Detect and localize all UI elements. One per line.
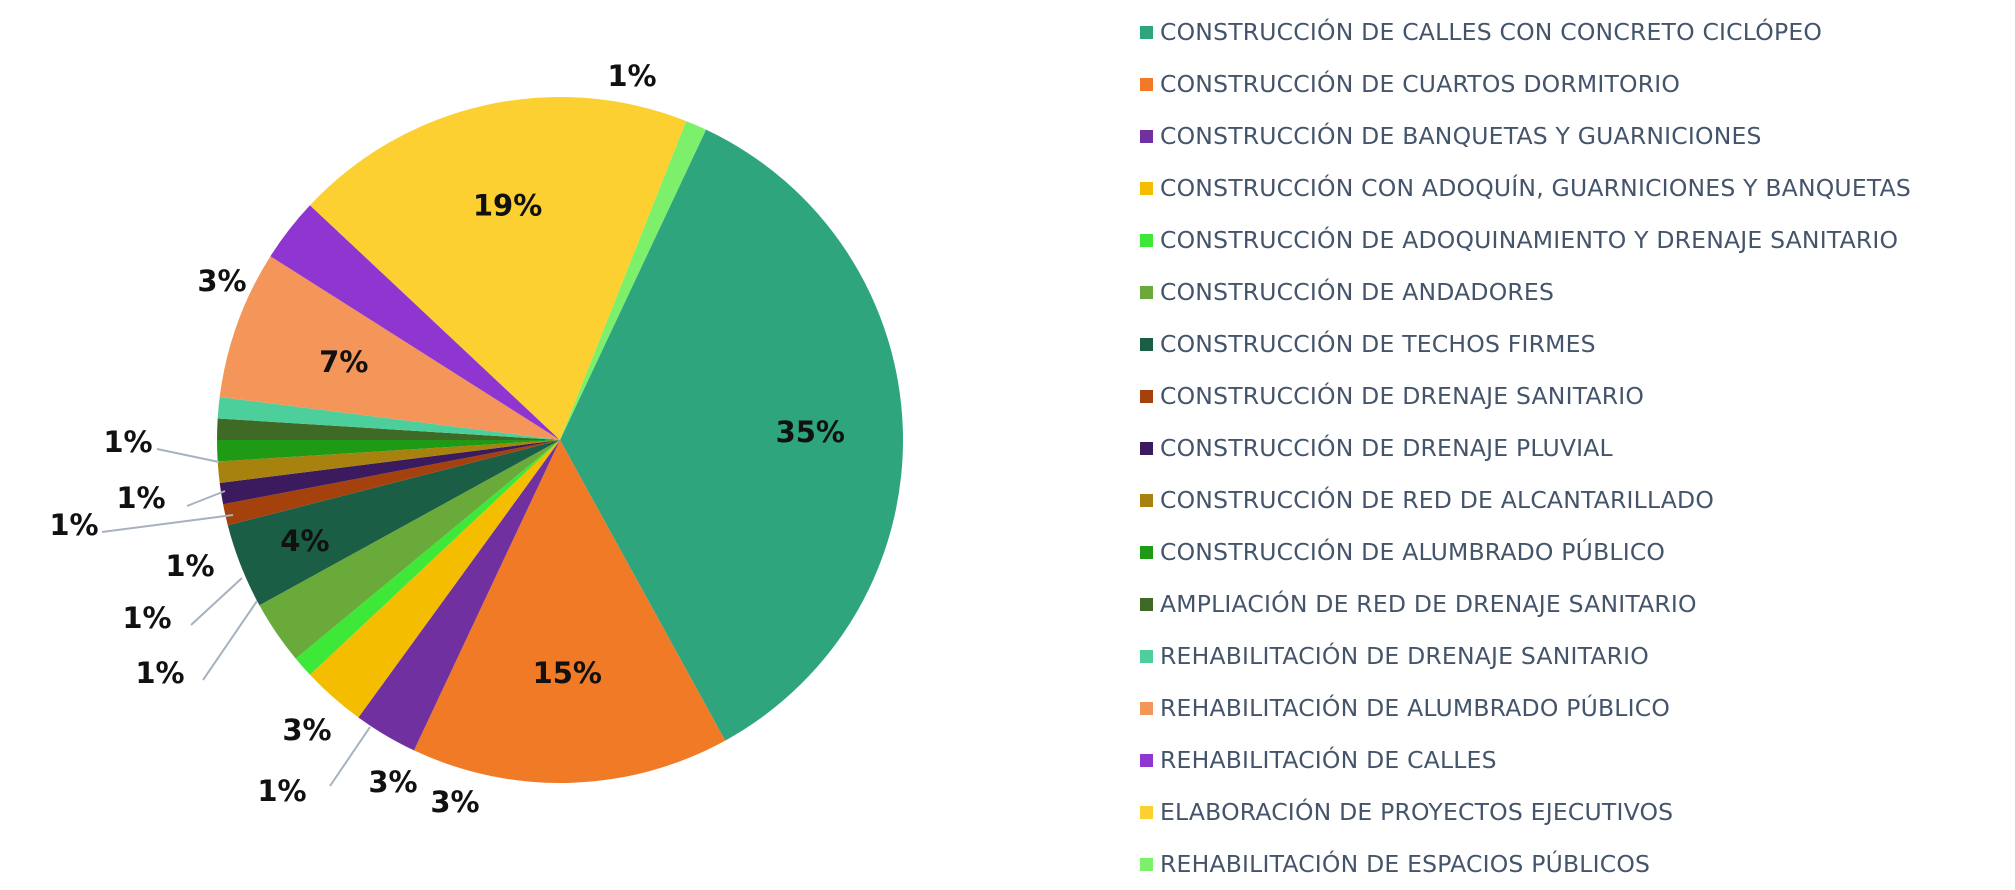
legend-item: CONSTRUCCIÓN DE ANDADORES	[1140, 266, 2010, 318]
data-label: 1%	[257, 774, 306, 808]
pie-slice	[217, 397, 560, 440]
legend-label: CONSTRUCCIÓN DE DRENAJE PLUVIAL	[1160, 434, 1613, 462]
legend-swatch	[1140, 753, 1153, 767]
legend-label: CONSTRUCCIÓN DE ADOQUINAMIENTO Y DRENAJE…	[1160, 226, 1899, 254]
legend-swatch	[1140, 25, 1153, 39]
pie-slice	[309, 97, 687, 441]
data-label: 1%	[165, 549, 214, 583]
pie-slice	[560, 121, 707, 440]
legend-item: CONSTRUCCIÓN DE RED DE ALCANTARILLADO	[1140, 474, 2010, 526]
legend-swatch	[1140, 701, 1153, 715]
data-label: 15%	[533, 656, 602, 690]
pie-slice	[560, 129, 903, 741]
legend-label: CONSTRUCCIÓN DE CUARTOS DORMITORIO	[1160, 70, 1681, 98]
legend-label: CONSTRUCCIÓN DE DRENAJE SANITARIO	[1160, 382, 1645, 410]
data-label: 1%	[135, 656, 184, 690]
data-label: 35%	[776, 415, 845, 449]
pie-slices	[217, 97, 903, 783]
pie-slice	[309, 440, 560, 718]
legend-item: CONSTRUCCIÓN DE DRENAJE SANITARIO	[1140, 370, 2010, 422]
leader-line	[202, 600, 258, 681]
data-label: 4%	[280, 524, 329, 558]
legend-swatch	[1140, 649, 1153, 663]
pie-slice	[413, 440, 726, 783]
legend-swatch	[1140, 77, 1153, 91]
legend-label: CONSTRUCCIÓN DE TECHOS FIRMES	[1160, 330, 1596, 358]
legend-item: REHABILITACIÓN DE ALUMBRADO PÚBLICO	[1140, 682, 2010, 734]
leader-lines	[101, 448, 371, 787]
legend-label: CONSTRUCCIÓN DE BANQUETAS Y GUARNICIONES	[1160, 122, 1762, 150]
data-label: 1%	[49, 508, 98, 542]
legend-item: CONSTRUCCIÓN DE BANQUETAS Y GUARNICIONES	[1140, 110, 2010, 162]
legend-item: CONSTRUCCIÓN DE TECHOS FIRMES	[1140, 318, 2010, 370]
legend-item: REHABILITACIÓN DE DRENAJE SANITARIO	[1140, 630, 2010, 682]
legend-item: REHABILITACIÓN DE ESPACIOS PÚBLICOS	[1140, 838, 2010, 890]
leader-line	[186, 490, 226, 507]
legend-label: CONSTRUCCIÓN DE ANDADORES	[1160, 278, 1555, 306]
legend-swatch	[1140, 389, 1153, 403]
data-label: 7%	[319, 345, 368, 379]
data-label: 1%	[607, 59, 656, 93]
legend-label: CONSTRUCCIÓN DE RED DE ALCANTARILLADO	[1160, 486, 1715, 514]
legend-label: ELABORACIÓN DE PROYECTOS EJECUTIVOS	[1160, 798, 1674, 826]
legend-swatch	[1140, 441, 1153, 455]
legend-item: CONSTRUCCIÓN DE CALLES CON CONCRETO CICL…	[1140, 6, 2010, 58]
legend-item: ELABORACIÓN DE PROYECTOS EJECUTIVOS	[1140, 786, 2010, 838]
leader-line	[329, 726, 371, 787]
pie-slice	[270, 205, 560, 440]
legend: CONSTRUCCIÓN DE CALLES CON CONCRETO CICL…	[1140, 6, 2010, 890]
legend-item: CONSTRUCCIÓN DE ALUMBRADO PÚBLICO	[1140, 526, 2010, 578]
legend-label: REHABILITACIÓN DE ESPACIOS PÚBLICOS	[1160, 850, 1651, 878]
pie-slice	[227, 440, 560, 606]
data-label: 1%	[103, 425, 152, 459]
leader-line	[156, 448, 220, 463]
legend-item: CONSTRUCCIÓN DE ADOQUINAMIENTO Y DRENAJE…	[1140, 214, 2010, 266]
pie-slice	[259, 440, 560, 659]
pie-slice	[358, 440, 560, 751]
pie-slice	[219, 440, 560, 505]
legend-label: REHABILITACIÓN DE DRENAJE SANITARIO	[1160, 642, 1649, 670]
pie-slice	[219, 256, 560, 440]
legend-label: CONSTRUCCIÓN DE ALUMBRADO PÚBLICO	[1160, 538, 1666, 566]
data-label: 3%	[197, 264, 246, 298]
legend-item: CONSTRUCCIÓN DE CUARTOS DORMITORIO	[1140, 58, 2010, 110]
data-labels: 35%15%3%3%1%3%4%1%1%1%1%1%1%7%3%19%1%	[49, 59, 845, 819]
pie-slice	[217, 440, 560, 483]
pie-slice	[217, 440, 560, 462]
data-label: 3%	[282, 713, 331, 747]
legend-item: AMPLIACIÓN DE RED DE DRENAJE SANITARIO	[1140, 578, 2010, 630]
legend-swatch	[1140, 805, 1153, 819]
legend-swatch	[1140, 337, 1153, 351]
legend-item: CONSTRUCCIÓN DE DRENAJE PLUVIAL	[1140, 422, 2010, 474]
leader-line	[190, 577, 243, 626]
legend-swatch	[1140, 493, 1153, 507]
legend-item: REHABILITACIÓN DE CALLES	[1140, 734, 2010, 786]
legend-swatch	[1140, 129, 1153, 143]
data-label: 3%	[430, 785, 479, 819]
legend-item: CONSTRUCCIÓN CON ADOQUÍN, GUARNICIONES Y…	[1140, 162, 2010, 214]
pie-chart: 35%15%3%3%1%3%4%1%1%1%1%1%1%7%3%19%1%	[49, 59, 903, 819]
legend-swatch	[1140, 285, 1153, 299]
legend-swatch	[1140, 545, 1153, 559]
legend-swatch	[1140, 181, 1153, 195]
legend-label: AMPLIACIÓN DE RED DE DRENAJE SANITARIO	[1160, 590, 1697, 618]
pie-slice	[223, 440, 560, 526]
data-label: 3%	[368, 765, 417, 799]
data-label: 19%	[473, 189, 542, 223]
legend-label: REHABILITACIÓN DE CALLES	[1160, 746, 1497, 774]
pie-slice	[295, 440, 560, 675]
legend-label: REHABILITACIÓN DE ALUMBRADO PÚBLICO	[1160, 694, 1671, 722]
legend-swatch	[1140, 597, 1153, 611]
legend-swatch	[1140, 233, 1153, 247]
legend-label: CONSTRUCCIÓN CON ADOQUÍN, GUARNICIONES Y…	[1160, 174, 1911, 202]
leader-line	[101, 514, 234, 533]
data-label: 1%	[122, 601, 171, 635]
data-label: 1%	[116, 481, 165, 515]
pie-slice	[217, 418, 560, 440]
legend-swatch	[1140, 857, 1153, 871]
legend-label: CONSTRUCCIÓN DE CALLES CON CONCRETO CICL…	[1160, 18, 1823, 46]
